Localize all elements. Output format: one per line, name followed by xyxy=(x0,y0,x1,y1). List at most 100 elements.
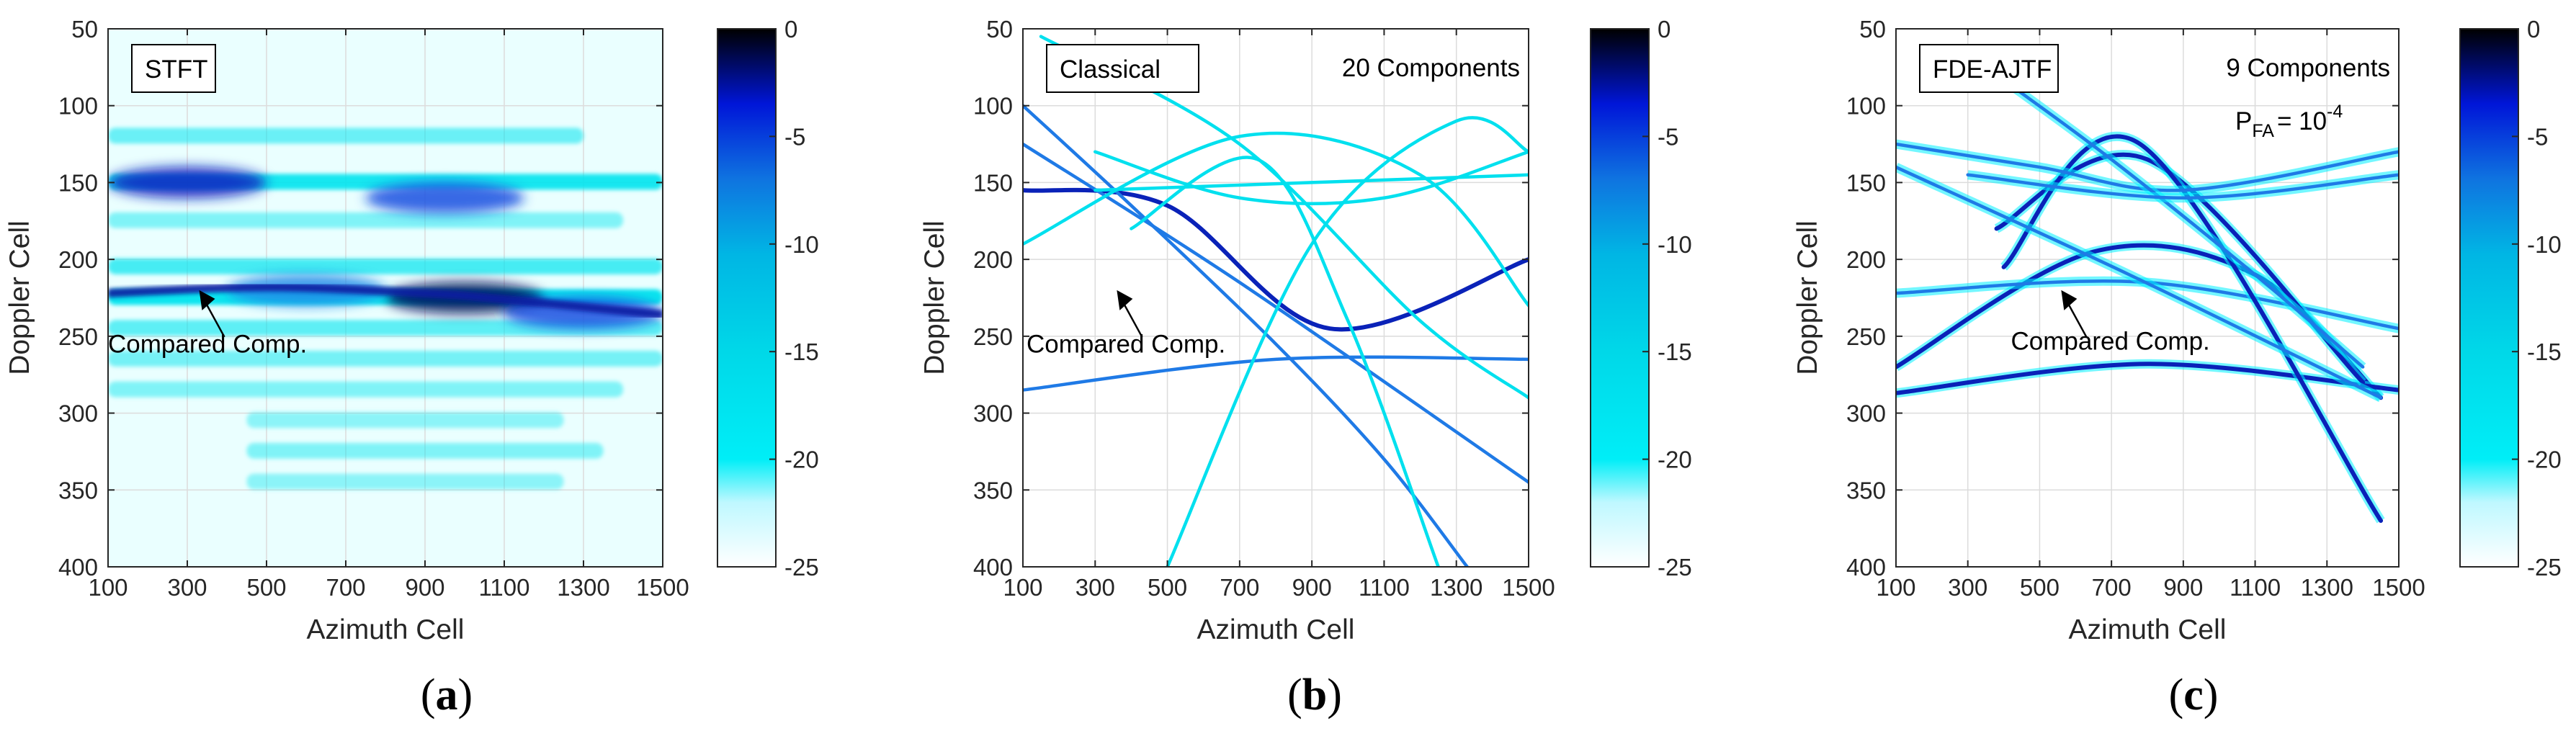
x-tick-label: 1300 xyxy=(1430,574,1482,601)
pfa-prefix: P xyxy=(2235,107,2252,135)
series-c8 xyxy=(1094,173,1529,192)
x-tick-label: 1500 xyxy=(2372,574,2425,601)
annotation-arrow-head xyxy=(2061,290,2078,310)
y-tick-label: 150 xyxy=(58,169,98,196)
panel-label: (a) xyxy=(421,671,473,720)
annotation-arrow-head xyxy=(199,290,215,310)
colorbar-tick-label: -25 xyxy=(1658,554,1692,581)
title-box xyxy=(1046,44,1199,93)
panel-label: (c) xyxy=(2169,671,2219,720)
panel-paren-open: ( xyxy=(2169,671,2184,720)
series-c7 xyxy=(1023,131,1529,308)
plot-area xyxy=(1023,29,1529,567)
title-label: Classical xyxy=(1060,55,1160,84)
annotation-text: Compared Comp. xyxy=(108,331,307,359)
x-tick-label: 100 xyxy=(88,574,128,601)
title-label: FDE-AJTF xyxy=(1933,55,2052,84)
series-c9 xyxy=(1130,156,1440,567)
title-label: STFT xyxy=(145,55,207,84)
colorbar: 0 -5 -10 -15 -20 -25 xyxy=(2459,16,2562,581)
colorbar: 0 -5 -10 -15 -20 -25 xyxy=(717,16,819,581)
pfa-sub: FA xyxy=(2252,121,2274,141)
stft-blob xyxy=(365,181,524,214)
y-tick-label: 400 xyxy=(1846,554,1886,581)
title-box xyxy=(1919,44,2059,93)
pfa-label: PFA = 10-4 xyxy=(2235,102,2343,141)
x-tick-label: 300 xyxy=(1948,574,1987,601)
stft-blob xyxy=(108,166,267,199)
stft-band xyxy=(108,127,583,144)
panel-c: 100 300 500 700 900 1100 1300 1500 50 100 150 200 25… xyxy=(1792,16,2562,720)
plot-area xyxy=(108,29,663,567)
axes-frame xyxy=(1895,28,2400,568)
x-tick-label: 300 xyxy=(1075,574,1115,601)
y-tick-label: 350 xyxy=(58,477,98,503)
x-tick-label: 700 xyxy=(326,574,365,601)
colorbar-tick-label: -10 xyxy=(2527,231,2562,258)
x-tick-label: 500 xyxy=(1148,574,1187,601)
axes-frame xyxy=(1022,28,1529,568)
y-tick-label: 200 xyxy=(58,246,98,273)
colorbar-tick-label: -20 xyxy=(1658,447,1692,473)
x-tick-label: 500 xyxy=(2020,574,2060,601)
panel-letter: a xyxy=(436,671,458,720)
y-tick-label: 400 xyxy=(973,554,1013,581)
x-tick-label: 900 xyxy=(1292,574,1332,601)
colorbar-tick-label: 0 xyxy=(784,16,797,42)
colorbar-tick-label: 0 xyxy=(1658,16,1671,42)
y-axis-label: Doppler Cell xyxy=(919,220,950,375)
pfa-sup: -4 xyxy=(2327,102,2343,122)
x-tick-label: 700 xyxy=(2092,574,2132,601)
x-axis-label: Azimuth Cell xyxy=(2069,614,2227,645)
series-c3 xyxy=(1023,142,1529,484)
x-tick-label: 1300 xyxy=(557,574,609,601)
x-tick-label: 900 xyxy=(405,574,444,601)
stft-band xyxy=(108,350,663,367)
series-k9 xyxy=(1966,173,2399,200)
panel-b: 100 300 500 700 900 1100 1300 1500 50 100 150 200 25… xyxy=(919,16,1692,720)
x-tick-label: 1100 xyxy=(2230,574,2281,601)
panel-paren-open: ( xyxy=(421,671,436,720)
x-tick-label: 1500 xyxy=(1502,574,1555,601)
components-note: 9 Components xyxy=(2226,54,2390,82)
y-tick-label: 150 xyxy=(1846,169,1886,196)
series-c10 xyxy=(1094,150,1529,205)
panel-label: (b) xyxy=(1287,671,1342,720)
y-tick-label: 100 xyxy=(1846,93,1886,120)
colorbar-tick-label: -20 xyxy=(2527,447,2562,473)
y-tick-label: 250 xyxy=(58,323,98,350)
panel-letter: b xyxy=(1302,671,1327,720)
stft-band xyxy=(108,212,623,228)
panel-a: 100 300 500 700 900 1100 1300 1500 50 100 150 200 25… xyxy=(4,16,819,720)
x-tick-label: 700 xyxy=(1220,574,1259,601)
x-tick-label: 100 xyxy=(1876,574,1915,601)
colorbar-gradient xyxy=(2459,28,2519,568)
y-tick-label: 400 xyxy=(58,554,98,581)
colorbar-tick-label: -25 xyxy=(784,554,819,581)
stft-band xyxy=(108,320,663,336)
stft-main-component xyxy=(108,282,663,319)
y-tick-label: 250 xyxy=(973,323,1013,350)
y-tick-label: 100 xyxy=(973,93,1013,120)
colorbar-tick-label: -15 xyxy=(1658,339,1692,365)
series-k7 xyxy=(1896,165,2383,400)
y-tick-label: 100 xyxy=(58,93,98,120)
stft-bands xyxy=(108,127,663,490)
y-tick-label: 200 xyxy=(1846,246,1886,273)
plot-background xyxy=(1896,29,2399,567)
y-axis-label: Doppler Cell xyxy=(4,220,35,375)
colorbar-gradient xyxy=(1590,28,1650,568)
pfa-eq: = 10 xyxy=(2277,107,2327,135)
series-k8 xyxy=(1984,66,2365,369)
x-tick-label: 1100 xyxy=(1359,574,1410,601)
series-c5 xyxy=(1166,116,1529,567)
stft-band xyxy=(246,473,564,490)
stft-band xyxy=(246,442,604,459)
y-tick-label: 300 xyxy=(58,400,98,427)
x-tick-label: 1100 xyxy=(479,574,530,601)
x-axis-label: Azimuth Cell xyxy=(307,614,465,645)
colorbar-tick-label: -5 xyxy=(2527,123,2548,150)
colorbar-tick-label: -15 xyxy=(2527,339,2562,365)
x-tick-label: 100 xyxy=(1003,574,1042,601)
